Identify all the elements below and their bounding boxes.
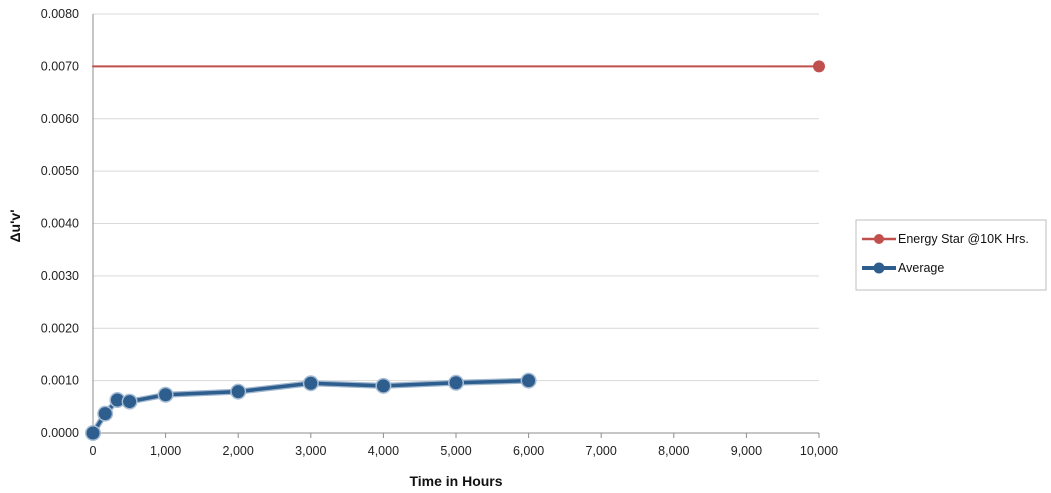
legend-box xyxy=(855,219,1047,291)
average-point xyxy=(159,388,173,402)
x-tick-label: 4,000 xyxy=(368,444,399,458)
x-axis-ticks: 0 1,000 2,000 3,000 4,000 5,000 6,000 7,000 8,00… xyxy=(90,433,838,458)
y-axis-ticks: 0.0000 0.0010 0.0020 0.0030 0.0040 0.0050 0.00… xyxy=(41,7,79,440)
x-tick-label: 10,000 xyxy=(800,444,838,458)
y-tick-label: 0.0080 xyxy=(41,7,79,21)
legend: Energy Star @10K Hrs. Average xyxy=(855,219,1047,291)
average-point xyxy=(376,379,390,393)
y-tick-label: 0.0050 xyxy=(41,164,79,178)
y-tick-label: 0.0070 xyxy=(41,59,79,73)
y-tick-label: 0.0010 xyxy=(41,374,79,388)
y-tick-label: 0.0000 xyxy=(41,426,79,440)
y-axis-title: Δu'v' xyxy=(7,209,23,242)
y-tick-label: 0.0060 xyxy=(41,112,79,126)
x-tick-label: 8,000 xyxy=(658,444,689,458)
y-tick-label: 0.0020 xyxy=(41,321,79,335)
average-point xyxy=(449,376,463,390)
legend-swatch-average-marker xyxy=(873,262,885,274)
y-tick-label: 0.0040 xyxy=(41,217,79,231)
legend-label-energy-star: Energy Star @10K Hrs. xyxy=(898,232,1029,246)
average-point xyxy=(522,374,536,388)
average-point xyxy=(86,426,100,440)
x-tick-label: 1,000 xyxy=(150,444,181,458)
average-point xyxy=(110,393,124,407)
average-point xyxy=(231,385,245,399)
average-point xyxy=(98,407,112,421)
x-tick-label: 3,000 xyxy=(295,444,326,458)
x-tick-label: 7,000 xyxy=(586,444,617,458)
y-tick-label: 0.0030 xyxy=(41,269,79,283)
average-point xyxy=(304,376,318,390)
x-axis-title: Time in Hours xyxy=(409,473,502,489)
x-tick-label: 9,000 xyxy=(731,444,762,458)
grid-lines xyxy=(92,13,819,434)
energy-star-point xyxy=(813,60,825,73)
legend-label-average: Average xyxy=(898,261,944,275)
x-tick-label: 0 xyxy=(90,444,97,458)
x-tick-label: 6,000 xyxy=(513,444,544,458)
x-tick-label: 2,000 xyxy=(223,444,254,458)
series-average-line xyxy=(91,378,531,435)
series-layer xyxy=(85,60,825,441)
x-tick-label: 5,000 xyxy=(440,444,471,458)
average-point xyxy=(123,395,137,409)
legend-swatch-energy-star-marker xyxy=(874,234,884,244)
